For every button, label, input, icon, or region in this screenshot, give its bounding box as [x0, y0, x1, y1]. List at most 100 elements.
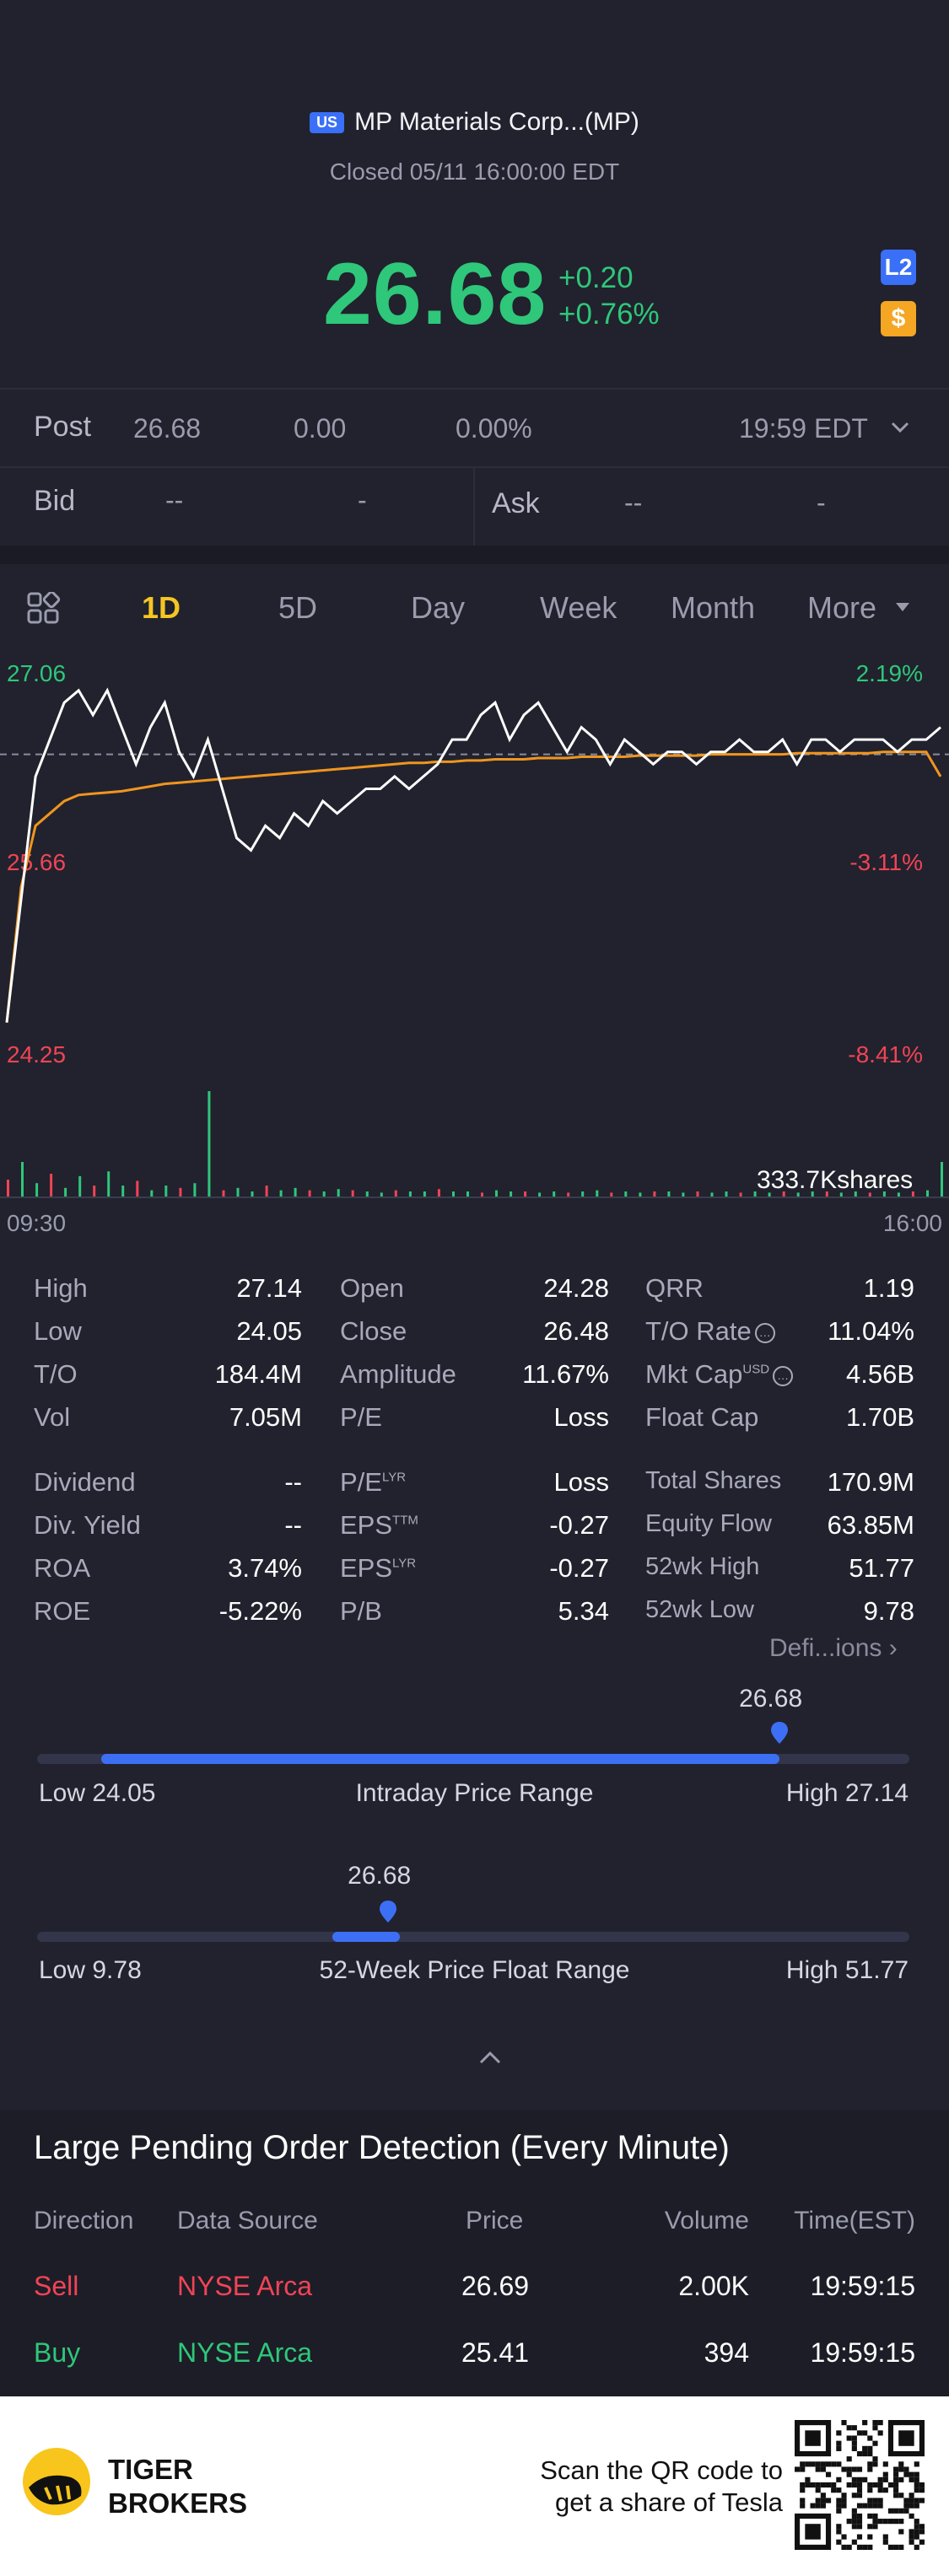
tab-month[interactable]: Month [671, 590, 756, 625]
volume-bar [236, 1187, 240, 1197]
scan-text-line-2: get a share of Tesla [555, 2487, 783, 2517]
volume-bar [107, 1171, 111, 1197]
chevron-down-icon[interactable] [889, 417, 911, 438]
intraday-price-chart[interactable] [0, 658, 949, 1206]
ask-size: - [817, 487, 826, 518]
stat-value: 1.70B [845, 1402, 914, 1432]
stat-value: 5.34 [558, 1596, 609, 1626]
volume-bar [811, 1191, 814, 1197]
more-info-icon[interactable]: … [773, 1365, 794, 1386]
volume-bar [7, 1180, 9, 1197]
volume-bar [208, 1091, 211, 1197]
tab-day[interactable]: Day [411, 590, 466, 625]
stat-label: High [34, 1273, 88, 1304]
volume-bar [64, 1187, 67, 1197]
volume-bar [337, 1189, 340, 1197]
stat-value: 9.78 [863, 1596, 914, 1626]
dollar-icon[interactable]: $ [881, 301, 916, 336]
location-pin-icon [380, 1901, 397, 1923]
stat-value: -5.22% [218, 1596, 302, 1626]
stat-label: ROA [34, 1553, 90, 1584]
volume-bar [150, 1190, 154, 1197]
level2-icon[interactable]: L2 [881, 250, 916, 285]
post-time[interactable]: 19:59 EDT [739, 413, 868, 444]
volume-bar [481, 1192, 483, 1197]
col-header-price: Price [466, 2207, 524, 2235]
stat-label-text: Float Cap [645, 1402, 759, 1432]
stat-label-text: P/B [340, 1596, 382, 1626]
col-header-volume: Volume [664, 2207, 749, 2235]
volume-bar [495, 1190, 498, 1197]
stat-value: Loss [553, 1467, 609, 1497]
volume-bar [624, 1191, 628, 1197]
order-volume: 2.00K [678, 2271, 749, 2301]
y-axis-mid-label: 25.66 [7, 849, 67, 875]
volume-bar [394, 1190, 397, 1197]
volume-bar [50, 1174, 53, 1197]
volume-bar [21, 1162, 24, 1197]
brand-line-2: BROKERS [108, 2487, 248, 2519]
stat-label: T/O Rate… [645, 1316, 775, 1347]
col-header-time: Time(EST) [794, 2207, 915, 2235]
volume-bar [179, 1187, 182, 1197]
bid-price: -- [165, 485, 184, 515]
definitions-link[interactable]: Defi...ions › [769, 1634, 898, 1663]
definitions-label: Defi...ions [769, 1634, 882, 1662]
stat-value: 63.85M [827, 1510, 914, 1540]
tab-week[interactable]: Week [540, 590, 617, 625]
stat-label-superscript: TTM [392, 1513, 418, 1528]
volume-bar [538, 1192, 542, 1197]
volume-bar [279, 1190, 283, 1197]
stat-value: 27.14 [236, 1273, 302, 1303]
y-axis-low-label: 24.25 [7, 1041, 67, 1068]
order-time: 19:59:15 [810, 2337, 915, 2368]
x-axis-start-label: 09:30 [7, 1210, 67, 1236]
stat-label-text: Mkt Cap [645, 1359, 743, 1389]
tab-5d[interactable]: 5D [278, 590, 318, 625]
stat-label: Vol [34, 1402, 70, 1433]
order-volume: 394 [704, 2337, 749, 2368]
stat-value: 26.48 [543, 1316, 609, 1346]
intraday-high-label: High 27.14 [785, 1779, 909, 1807]
stat-label-text: QRR [645, 1273, 704, 1303]
promo-footer [0, 2396, 949, 2576]
stat-label: P/ELYR [340, 1467, 406, 1498]
volume-bar [941, 1162, 943, 1197]
post-label: Post [34, 411, 92, 443]
stat-label: 52wk High [645, 1553, 759, 1581]
collapse-chevron-up-icon[interactable] [477, 2049, 503, 2066]
pending-orders-panel [0, 2110, 949, 2396]
stat-label: Float Cap [645, 1402, 758, 1433]
volume-bar [768, 1192, 771, 1197]
volume-bar [510, 1191, 513, 1197]
stat-label: P/B [340, 1596, 382, 1627]
stat-label-text: Close [340, 1316, 407, 1346]
stat-label-text: Amplitude [340, 1359, 456, 1389]
stat-value: -0.27 [549, 1553, 609, 1583]
stat-value: 7.05M [229, 1402, 302, 1432]
order-source: NYSE Arca [177, 2337, 313, 2368]
col-header-direction: Direction [34, 2207, 134, 2235]
stock-title-row[interactable]: US MP Materials Corp...(MP) [0, 108, 949, 137]
volume-bar [251, 1191, 254, 1197]
intraday-current-value: 26.68 [739, 1685, 803, 1713]
stat-label: ROE [34, 1596, 90, 1627]
week52-range-track [37, 1932, 909, 1942]
level2-label: L2 [884, 254, 913, 280]
dollar-label: $ [891, 304, 906, 332]
price-change: +0.20 [558, 261, 634, 294]
location-pin-icon [771, 1722, 789, 1744]
volume-bar [452, 1191, 455, 1197]
post-price: 26.68 [133, 413, 202, 444]
order-source: NYSE Arca [177, 2271, 313, 2301]
volume-bar [93, 1186, 96, 1197]
price-change-pct: +0.76% [558, 298, 660, 331]
tab-1d[interactable]: 1D [142, 590, 181, 625]
stat-value: 184.4M [214, 1359, 302, 1389]
tab-more[interactable]: More [807, 590, 877, 625]
chart-layout-icon[interactable] [27, 592, 61, 626]
chevron-right-icon: › [888, 1634, 898, 1662]
volume-bars [7, 1091, 943, 1197]
more-info-icon[interactable]: … [754, 1322, 775, 1343]
volume-bar [897, 1192, 900, 1197]
